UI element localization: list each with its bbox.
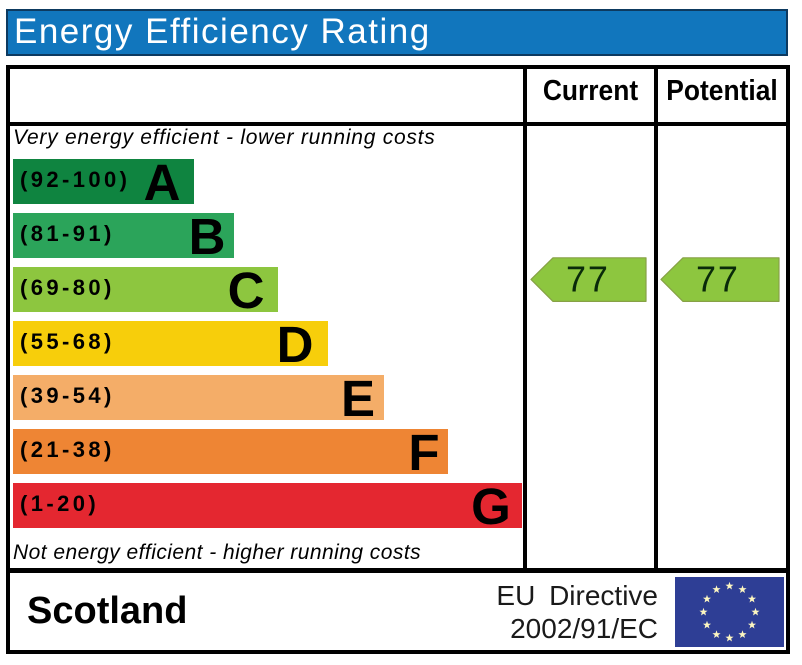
svg-text:77: 77: [566, 259, 610, 300]
svg-text:77: 77: [696, 259, 740, 300]
